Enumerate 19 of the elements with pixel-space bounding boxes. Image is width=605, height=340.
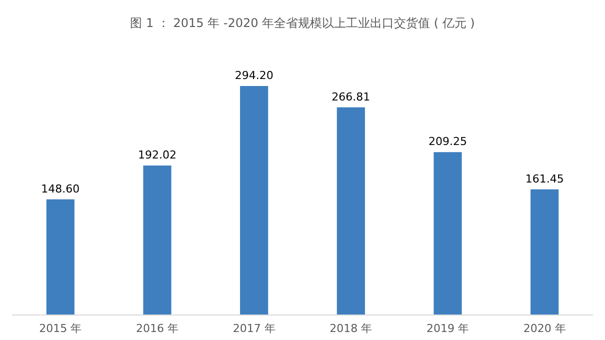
bar: [434, 152, 462, 315]
bar: [240, 86, 268, 315]
bar: [143, 166, 172, 315]
data-label: 161.45: [525, 172, 564, 186]
x-tick-label: 2019 年: [426, 322, 469, 335]
bar: [46, 199, 74, 315]
data-label: 294.20: [234, 69, 274, 82]
data-label: 209.25: [428, 135, 467, 148]
x-tick-label: 2020 年: [523, 322, 566, 335]
x-tick-label: 2018 年: [330, 322, 372, 335]
data-label: 148.60: [41, 182, 80, 196]
x-tick-label: 2016 年: [136, 322, 178, 335]
data-label: 192.02: [138, 148, 176, 162]
data-label: 266.81: [332, 90, 370, 104]
bar: [336, 107, 365, 315]
bar: [530, 189, 559, 315]
x-tick-label: 2017 年: [232, 322, 276, 335]
chart-title: 图 1 ： 2015 年 -2020 年全省规模以上工业出口交货值 ( 亿元 ): [130, 16, 475, 30]
x-tick-label: 2015 年: [39, 322, 82, 335]
